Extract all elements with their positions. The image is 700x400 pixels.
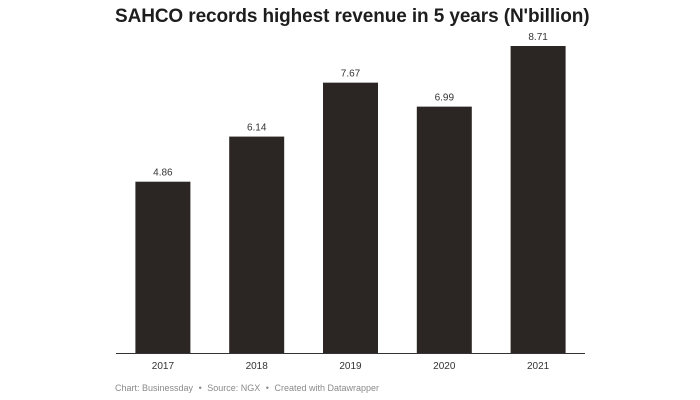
bar-2019 <box>323 82 378 354</box>
value-label-2017: 4.86 <box>153 168 173 179</box>
value-label-2018: 6.14 <box>247 123 267 134</box>
x-tick-label-2018: 2018 <box>246 361 269 372</box>
x-tick-label-2020: 2020 <box>433 361 456 372</box>
footer-source: Source: NGX <box>207 383 261 393</box>
value-label-2019: 7.67 <box>341 69 361 80</box>
x-tick-label-2017: 2017 <box>152 361 175 372</box>
x-tick-label-2019: 2019 <box>339 361 362 372</box>
footer-created-with: Created with Datawrapper <box>274 383 380 393</box>
bar-2021 <box>510 46 566 353</box>
chart-title: SAHCO records highest revenue in 5 years… <box>115 6 590 27</box>
bar-2020 <box>416 106 472 353</box>
bar-2017 <box>135 181 191 353</box>
value-label-2021: 8.71 <box>528 32 548 43</box>
chart-footer: Chart: Businessday • Source: NGX • Creat… <box>115 383 379 393</box>
footer-chart-credit: Chart: Businessday <box>115 383 194 393</box>
footer-separator: • <box>198 383 202 393</box>
bar-2018 <box>229 136 285 353</box>
value-label-2020: 6.99 <box>435 93 455 104</box>
footer-separator: • <box>265 383 269 393</box>
x-tick-label-2021: 2021 <box>527 361 550 372</box>
